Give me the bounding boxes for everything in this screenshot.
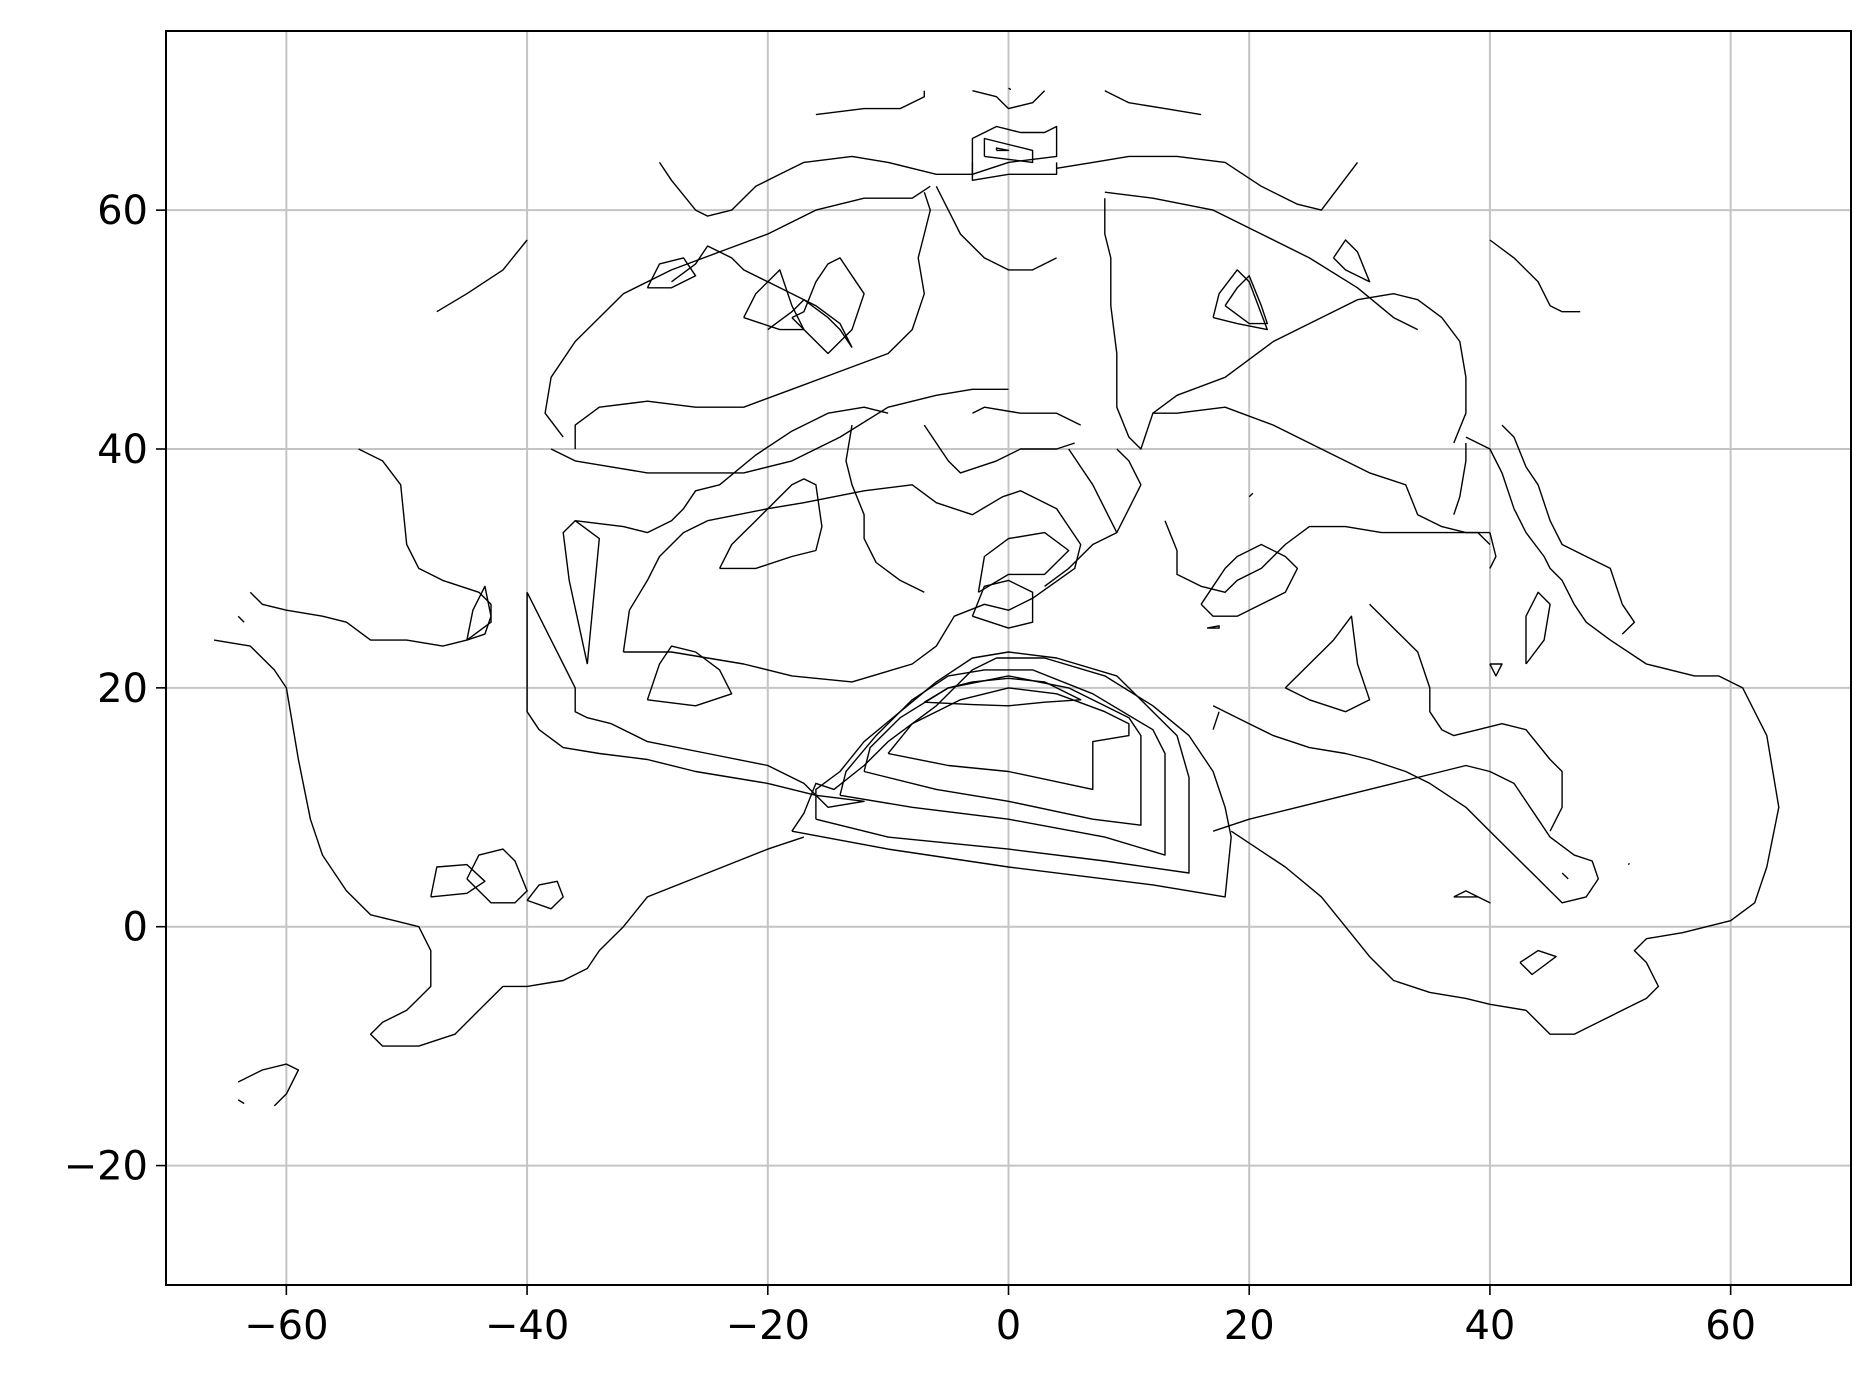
axis-ticks <box>156 209 1732 1295</box>
contour-line <box>237 1099 245 1105</box>
contour-line <box>1200 543 1299 617</box>
contour-line <box>923 424 1075 474</box>
x-tick-label: −60 <box>244 1303 328 1349</box>
contour-line <box>1453 443 1467 515</box>
y-tick-label: 60 <box>97 188 148 234</box>
contour-line <box>1044 448 1142 587</box>
contour-line <box>839 669 1166 856</box>
contour-line <box>1230 436 1780 1035</box>
contour-line <box>466 848 528 904</box>
contour-line <box>436 239 528 313</box>
contour-line <box>646 257 697 289</box>
contour-line <box>1284 615 1371 713</box>
contour-line <box>1104 90 1202 116</box>
x-tick-label: 60 <box>1705 1303 1756 1349</box>
contour-line <box>237 615 245 623</box>
contour-line <box>1248 492 1254 498</box>
contour-line <box>971 125 1058 175</box>
contour-line <box>1489 532 1497 569</box>
x-tick-label: 20 <box>1224 1303 1275 1349</box>
contour-line <box>575 406 889 534</box>
contour-line <box>935 185 1057 271</box>
x-tick-label: 40 <box>1464 1303 1515 1349</box>
contour-line <box>622 484 1082 683</box>
contour-line <box>995 147 1010 152</box>
x-tick-label: 0 <box>996 1303 1021 1349</box>
contour-line <box>971 579 1034 629</box>
contour-line <box>977 531 1070 593</box>
contour-line <box>1519 949 1557 976</box>
contour-line <box>1525 591 1551 665</box>
contour-line <box>1164 520 1491 593</box>
contour-line <box>1212 705 1600 904</box>
contour-line <box>213 639 805 1047</box>
contour-line <box>1332 239 1371 283</box>
contour-line <box>1453 890 1491 904</box>
contour-line <box>237 1063 300 1107</box>
contour-line <box>1627 862 1630 866</box>
contour-line <box>646 645 733 707</box>
contour-line <box>1206 625 1220 629</box>
plot-frame <box>165 30 1852 1286</box>
contour-line <box>550 388 1009 474</box>
contour-line <box>923 677 1082 707</box>
contour-line <box>544 185 931 438</box>
contour-line <box>845 424 925 593</box>
contour-line <box>574 191 931 449</box>
contour-line <box>526 591 865 808</box>
x-tick-labels: −60 −40 −20 0 20 40 60 <box>244 1303 1756 1349</box>
contour-line <box>1489 663 1503 677</box>
contour-line <box>718 478 823 570</box>
y-tick-labels: −20 0 20 40 60 <box>64 188 148 1189</box>
contour-line <box>658 155 973 217</box>
contour-line <box>1224 275 1269 325</box>
contour-line <box>1561 872 1569 880</box>
contour-line <box>1056 155 1359 211</box>
contour-line <box>1489 239 1581 313</box>
contour-line <box>1212 711 1220 730</box>
contour-line <box>791 257 865 355</box>
contour-line <box>815 90 925 116</box>
y-tick-label: 40 <box>97 427 148 473</box>
contour-line <box>1501 424 1636 635</box>
contour-line <box>815 651 1190 874</box>
contour-line <box>863 675 1142 826</box>
contour-line <box>249 448 492 647</box>
contour-line <box>1152 406 1490 534</box>
contour-line <box>767 299 853 348</box>
contour-line <box>972 406 1082 426</box>
y-tick-label: −20 <box>64 1144 148 1190</box>
contour-line <box>1068 448 1118 533</box>
contour-line <box>1212 269 1269 331</box>
contour-line <box>526 880 564 910</box>
contour-line <box>1008 87 1012 91</box>
contour-line <box>1104 191 1419 331</box>
x-tick-label: −20 <box>726 1303 810 1349</box>
y-tick-label: 20 <box>97 666 148 712</box>
contour-line <box>562 520 600 665</box>
contour-lines <box>213 87 1780 1107</box>
contour-line <box>671 245 853 348</box>
contour-line <box>887 687 1130 791</box>
contour-line <box>972 90 1046 110</box>
contour-line <box>983 137 1034 164</box>
y-tick-label: 0 <box>123 905 148 951</box>
contour-line <box>743 269 805 331</box>
x-tick-label: −40 <box>485 1303 569 1349</box>
contour-line <box>1369 603 1563 832</box>
contour-line <box>430 863 486 898</box>
contour-line <box>1104 198 1467 450</box>
